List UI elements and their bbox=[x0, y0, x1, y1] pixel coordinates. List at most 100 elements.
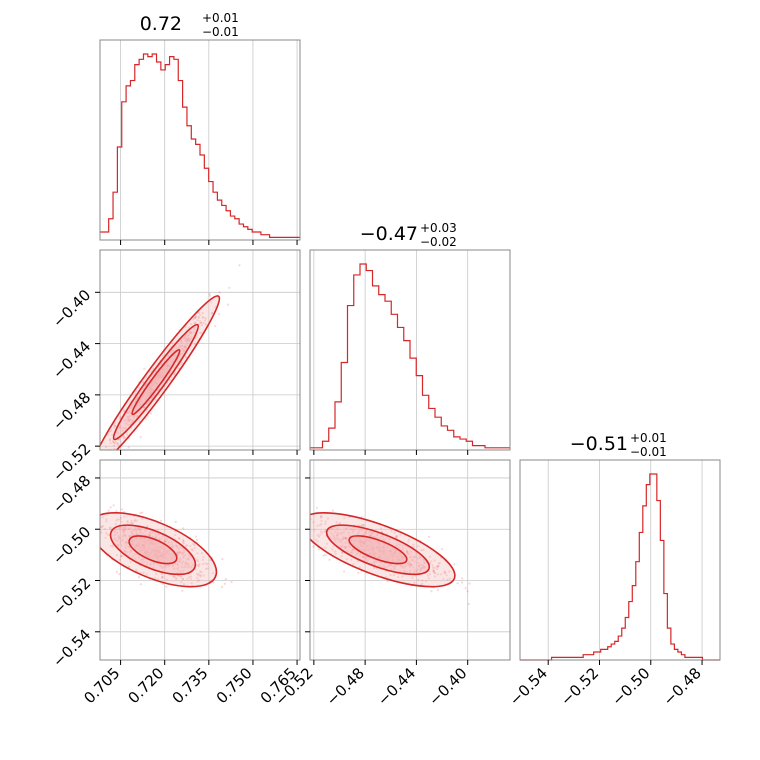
scatter-point bbox=[185, 340, 189, 344]
scatter-point bbox=[160, 362, 163, 365]
scatter-point bbox=[427, 535, 430, 538]
scatter-point bbox=[193, 316, 196, 320]
scatter-point bbox=[118, 527, 121, 531]
scatter-point bbox=[409, 563, 412, 567]
scatter-point bbox=[385, 537, 388, 540]
scatter-point bbox=[413, 581, 416, 584]
scatter-point bbox=[124, 525, 127, 528]
scatter-point bbox=[52, 512, 54, 514]
scatter-panel-0: −0.52−0.48−0.44−0.40 bbox=[49, 249, 301, 485]
scatter-point bbox=[183, 336, 186, 339]
scatter-point bbox=[141, 558, 144, 561]
scatter-point bbox=[182, 350, 185, 353]
scatter-point bbox=[408, 565, 412, 569]
scatter-point bbox=[100, 453, 102, 455]
scatter-point bbox=[135, 568, 138, 571]
scatter-point bbox=[169, 345, 173, 348]
scatter-point bbox=[364, 531, 367, 534]
scatter-point bbox=[181, 577, 185, 581]
scatter-point bbox=[120, 544, 123, 547]
scatter-point bbox=[187, 558, 190, 561]
scatter-point bbox=[145, 403, 148, 406]
scatter-point bbox=[197, 316, 200, 320]
scatter-point bbox=[467, 602, 470, 606]
scatter-point bbox=[118, 558, 121, 561]
scatter-point bbox=[102, 466, 104, 468]
scatter-point bbox=[406, 550, 409, 553]
scatter-point bbox=[181, 348, 185, 351]
scatter-point bbox=[176, 546, 179, 549]
scatter-point bbox=[336, 526, 340, 530]
scatter-point bbox=[174, 533, 177, 537]
scatter-point bbox=[406, 550, 409, 553]
scatter-point bbox=[349, 551, 352, 555]
scatter-point bbox=[347, 542, 350, 545]
scatter-point bbox=[104, 445, 108, 448]
scatter-point bbox=[366, 559, 369, 562]
scatter-point bbox=[177, 552, 180, 555]
scatter-point bbox=[420, 549, 423, 552]
scatter-point bbox=[184, 340, 187, 343]
scatter-point bbox=[422, 564, 425, 567]
scatter-point bbox=[410, 559, 414, 562]
scatter-point bbox=[358, 566, 361, 569]
scatter-point bbox=[421, 582, 424, 585]
scatter-point bbox=[139, 527, 143, 530]
scatter-point bbox=[115, 510, 118, 513]
scatter-point bbox=[343, 517, 346, 520]
scatter-point bbox=[214, 325, 217, 328]
scatter-point bbox=[129, 551, 132, 554]
scatter-point bbox=[312, 521, 315, 524]
x-tick-label-1: 0.720 bbox=[124, 664, 167, 707]
scatter-point bbox=[130, 534, 133, 537]
scatter-point bbox=[406, 551, 409, 554]
scatter-point bbox=[345, 526, 348, 530]
scatter-point bbox=[287, 533, 289, 535]
scatter-point bbox=[356, 552, 359, 555]
scatter-point bbox=[115, 553, 119, 557]
scatter-point bbox=[163, 540, 166, 543]
scatter-point bbox=[433, 566, 436, 569]
scatter-point bbox=[416, 568, 420, 571]
scatter-point bbox=[418, 556, 421, 559]
scatter-point bbox=[165, 578, 168, 581]
scatter-point bbox=[184, 561, 188, 564]
scatter-point bbox=[113, 530, 116, 533]
scatter-point bbox=[183, 344, 187, 347]
scatter-point bbox=[412, 570, 416, 574]
scatter-point bbox=[168, 564, 171, 567]
scatter-point bbox=[188, 338, 192, 341]
scatter-point bbox=[143, 406, 146, 409]
scatter-point bbox=[108, 439, 111, 442]
scatter-point bbox=[132, 414, 136, 418]
scatter-point bbox=[147, 533, 151, 536]
scatter-point bbox=[360, 529, 363, 532]
scatter-point bbox=[161, 567, 164, 570]
scatter-point bbox=[122, 531, 126, 534]
scatter-point bbox=[183, 346, 186, 349]
y-tick-label-1: −0.48 bbox=[49, 389, 94, 434]
x-tick-label-3: −0.48 bbox=[660, 664, 705, 709]
scatter-point bbox=[187, 326, 190, 329]
scatter-point bbox=[185, 346, 188, 349]
scatter-point bbox=[336, 538, 339, 541]
scatter-point bbox=[131, 522, 134, 525]
scatter-point bbox=[135, 519, 138, 522]
scatter-point bbox=[135, 397, 139, 400]
scatter-point bbox=[394, 536, 398, 539]
scatter-point bbox=[163, 540, 166, 543]
scatter-point bbox=[341, 544, 344, 547]
scatter-point bbox=[344, 528, 347, 531]
scatter-point bbox=[292, 533, 294, 535]
title-minus-0: −0.01 bbox=[202, 25, 239, 39]
scatter-point bbox=[159, 565, 162, 568]
scatter-point bbox=[190, 336, 193, 339]
scatter-point bbox=[130, 404, 134, 407]
scatter-point bbox=[359, 528, 362, 531]
scatter-point bbox=[166, 538, 169, 541]
scatter-point bbox=[123, 427, 126, 430]
scatter-point bbox=[196, 319, 199, 322]
scatter-point bbox=[186, 558, 189, 561]
scatter-point bbox=[106, 533, 109, 536]
scatter-point bbox=[172, 575, 175, 578]
